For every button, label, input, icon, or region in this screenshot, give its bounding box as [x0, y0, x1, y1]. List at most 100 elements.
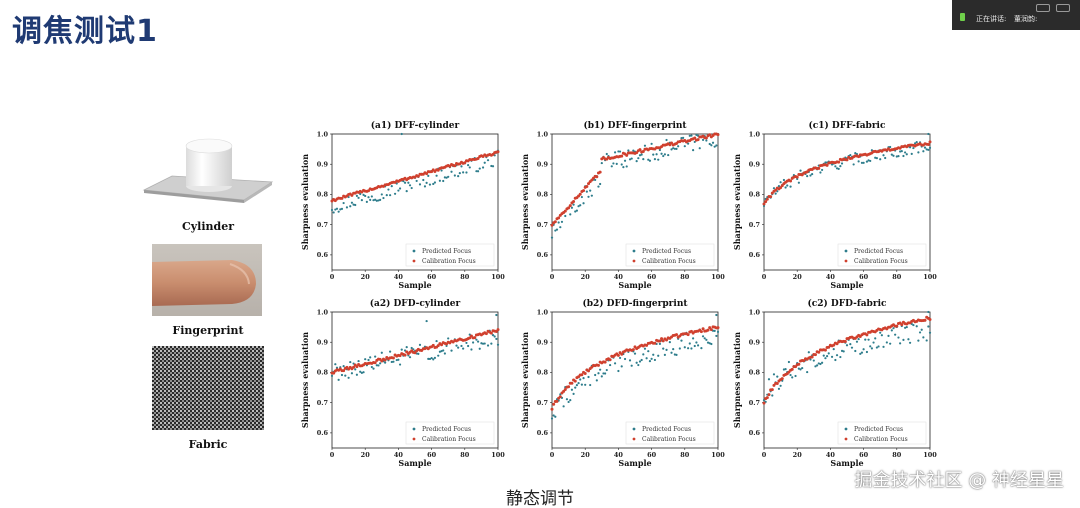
data-point [425, 319, 428, 323]
data-point [819, 362, 822, 366]
data-point [453, 164, 457, 168]
data-point [683, 346, 686, 349]
x-tick-label: 60 [427, 451, 437, 459]
data-point [486, 344, 490, 347]
data-point [925, 339, 928, 342]
x-tick-label: 20 [581, 451, 591, 459]
data-point [481, 166, 485, 169]
y-tick-label: 0.6 [317, 251, 329, 259]
data-point [713, 145, 716, 148]
speaking-status-label: 正在讲话: [976, 15, 1007, 23]
data-point [557, 221, 560, 224]
legend-label: Predicted Focus [422, 426, 471, 433]
y-tick-label: 1.0 [749, 308, 761, 316]
data-point [928, 331, 932, 334]
data-point [467, 164, 470, 167]
data-point [365, 200, 368, 203]
x-tick-label: 100 [923, 273, 937, 281]
data-point [364, 358, 367, 361]
x-tick-label: 40 [614, 451, 624, 459]
chart-c2: (c2) DFD-fabric 0 20 40 60 80 100 0.6 0.7 0.8 0.9 1… [724, 294, 940, 476]
data-point [780, 184, 784, 188]
data-point [877, 345, 880, 348]
data-point [562, 405, 565, 408]
data-point [795, 175, 799, 179]
legend-marker [844, 259, 848, 263]
minimize-icon[interactable] [1036, 4, 1050, 12]
data-point [573, 379, 577, 383]
data-point [687, 347, 690, 350]
data-point [632, 149, 635, 152]
data-point [772, 187, 776, 190]
data-point [455, 344, 458, 347]
data-point [764, 200, 768, 204]
data-point [859, 352, 862, 355]
data-point [832, 343, 836, 347]
legend-box [625, 243, 715, 267]
x-tick-label: 60 [427, 273, 437, 281]
data-point [882, 345, 885, 348]
legend-marker [844, 437, 848, 441]
data-point [442, 179, 445, 183]
data-point [693, 344, 696, 348]
data-point [925, 148, 928, 151]
data-point [476, 340, 480, 343]
data-point [780, 377, 784, 381]
data-point [825, 163, 829, 167]
data-point [496, 328, 500, 332]
data-point [565, 398, 569, 401]
data-point [422, 178, 425, 182]
data-point [400, 132, 403, 136]
data-point [359, 370, 362, 373]
data-point [774, 188, 778, 192]
data-point [633, 352, 637, 355]
data-point [767, 378, 771, 381]
fingerprint-image [152, 244, 262, 316]
data-point [418, 183, 422, 186]
fabric-image [152, 346, 264, 430]
data-point [874, 156, 877, 159]
data-point [425, 172, 429, 176]
legend-label: Calibration Focus [642, 258, 696, 265]
data-point [832, 348, 835, 351]
data-point [830, 355, 834, 358]
data-point [665, 138, 668, 142]
y-tick-label: 0.7 [749, 221, 760, 229]
data-point [910, 152, 913, 155]
data-point [577, 205, 580, 208]
data-point [767, 393, 771, 397]
data-point [567, 400, 570, 404]
x-tick-label: 0 [762, 451, 767, 459]
data-point [372, 367, 375, 370]
data-point [342, 369, 346, 373]
expand-icon[interactable] [1056, 4, 1070, 12]
data-point [457, 346, 460, 349]
data-point [590, 194, 593, 197]
data-point [580, 373, 584, 377]
data-point [350, 193, 354, 197]
data-point [596, 363, 600, 367]
data-point [716, 326, 720, 330]
data-point [442, 349, 445, 352]
x-tick-label: 100 [711, 451, 725, 459]
data-point [927, 325, 930, 328]
legend-box [625, 421, 715, 445]
chart-c2-plot: (c2) DFD-fabric 0 20 40 60 80 100 0.6 0.7 0.8 0.9 1… [732, 298, 937, 468]
data-point [398, 187, 402, 190]
data-point [835, 342, 839, 346]
data-point [789, 373, 792, 377]
data-point [379, 362, 382, 365]
data-point [892, 154, 895, 157]
data-point [594, 178, 597, 181]
data-point [478, 167, 481, 170]
data-point [918, 331, 922, 334]
legend-marker [632, 249, 636, 253]
data-point [570, 206, 574, 209]
data-point [867, 338, 870, 341]
data-point [400, 348, 403, 351]
data-point [643, 144, 647, 147]
y-axis-label: Sharpness evaluation [300, 332, 310, 428]
data-point [374, 355, 377, 358]
data-point [845, 158, 849, 162]
data-point [900, 323, 904, 327]
